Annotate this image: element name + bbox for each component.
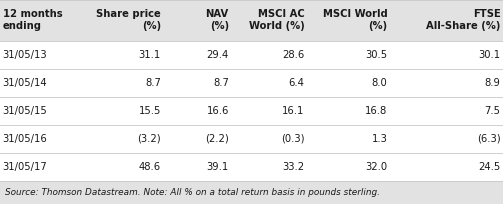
Text: 12 months
ending: 12 months ending (3, 9, 62, 31)
Text: MSCI World
(%): MSCI World (%) (322, 9, 387, 31)
Text: 8.7: 8.7 (213, 78, 229, 88)
Text: 31/05/14: 31/05/14 (3, 78, 47, 88)
Text: 1.3: 1.3 (371, 134, 387, 144)
Text: 16.1: 16.1 (282, 106, 304, 116)
Text: (6.3): (6.3) (477, 134, 500, 144)
Text: (0.3): (0.3) (281, 134, 304, 144)
Bar (0, 181, 503, 204)
Text: 16.8: 16.8 (365, 106, 387, 116)
Text: 30.5: 30.5 (365, 50, 387, 60)
Text: 31/05/17: 31/05/17 (3, 162, 47, 172)
Text: Source: Thomson Datastream. Note: All % on a total return basis in pounds sterli: Source: Thomson Datastream. Note: All % … (5, 188, 380, 197)
Text: 8.9: 8.9 (484, 78, 500, 88)
Bar (0, 69, 503, 97)
Text: 8.0: 8.0 (372, 78, 387, 88)
Text: (3.2): (3.2) (137, 134, 161, 144)
Text: 30.1: 30.1 (478, 50, 500, 60)
Bar (0, 0, 503, 41)
Text: 16.6: 16.6 (207, 106, 229, 116)
Text: 6.4: 6.4 (288, 78, 304, 88)
Text: 29.4: 29.4 (207, 50, 229, 60)
Text: 8.7: 8.7 (145, 78, 161, 88)
Text: 31/05/15: 31/05/15 (3, 106, 47, 116)
Text: 28.6: 28.6 (282, 50, 304, 60)
Text: 39.1: 39.1 (207, 162, 229, 172)
Text: MSCI AC
World (%): MSCI AC World (%) (248, 9, 304, 31)
Text: 24.5: 24.5 (478, 162, 500, 172)
Text: NAV
(%): NAV (%) (206, 9, 229, 31)
Text: 31.1: 31.1 (139, 50, 161, 60)
Text: FTSE
All-Share (%): FTSE All-Share (%) (426, 9, 500, 31)
Text: 48.6: 48.6 (139, 162, 161, 172)
Text: 7.5: 7.5 (484, 106, 500, 116)
Text: (2.2): (2.2) (205, 134, 229, 144)
Bar (0, 153, 503, 181)
Text: 15.5: 15.5 (139, 106, 161, 116)
Bar (0, 41, 503, 69)
Text: 32.0: 32.0 (365, 162, 387, 172)
Bar (0, 97, 503, 125)
Text: 31/05/13: 31/05/13 (3, 50, 47, 60)
Text: 33.2: 33.2 (282, 162, 304, 172)
Text: 31/05/16: 31/05/16 (3, 134, 47, 144)
Bar (0, 125, 503, 153)
Text: Share price
(%): Share price (%) (96, 9, 161, 31)
